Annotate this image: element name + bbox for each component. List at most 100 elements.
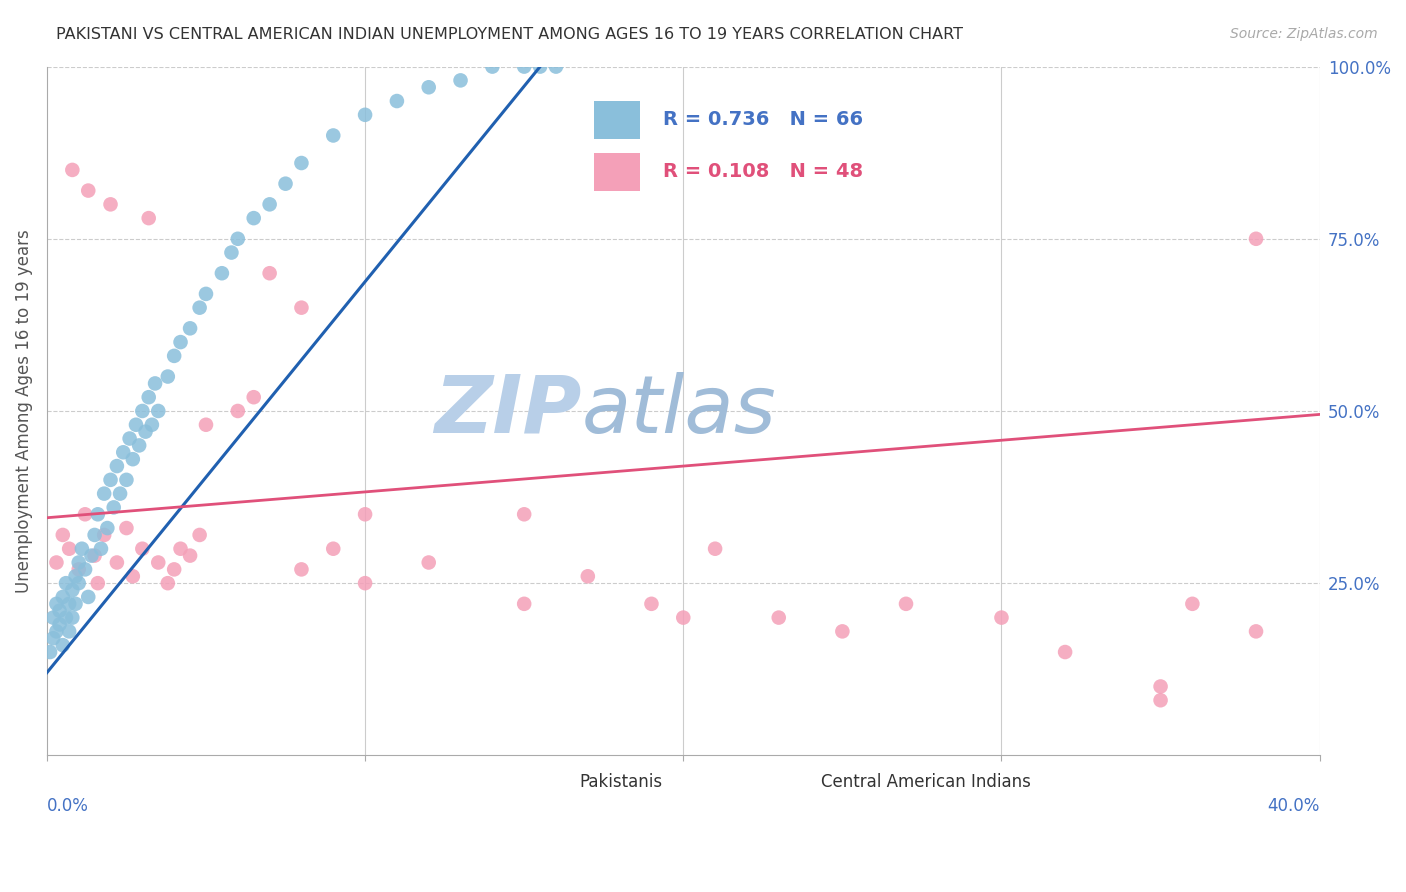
Point [96, 521, 118, 535]
Text: Source: ZipAtlas.com: Source: ZipAtlas.com [1230, 27, 1378, 41]
Point [138, 390, 160, 404]
Text: Central American Indians: Central American Indians [821, 773, 1031, 791]
Point [354, 508, 377, 522]
Point [115, 473, 138, 487]
Point [55, 576, 77, 591]
Point [108, 486, 131, 500]
Point [52, 528, 75, 542]
Point [990, 610, 1012, 624]
Point [226, 232, 249, 246]
Point [385, 94, 408, 108]
Point [1244, 232, 1267, 246]
Point [65, 597, 87, 611]
Point [45, 597, 67, 611]
Bar [595, 153, 640, 191]
Point [141, 417, 163, 432]
Point [131, 404, 153, 418]
Point [179, 321, 201, 335]
Point [90, 541, 112, 556]
Point [169, 335, 191, 350]
Point [118, 432, 141, 446]
Text: ZIP: ZIP [434, 372, 582, 450]
Point [58, 597, 80, 611]
Point [52, 638, 75, 652]
Point [45, 556, 67, 570]
Point [195, 417, 218, 432]
Point [513, 597, 536, 611]
Point [354, 108, 377, 122]
Point [188, 528, 211, 542]
Point [576, 569, 599, 583]
Point [105, 459, 128, 474]
Point [322, 128, 344, 143]
Point [1054, 645, 1077, 659]
Point [188, 301, 211, 315]
Point [195, 286, 218, 301]
Point [322, 541, 344, 556]
Point [70, 541, 93, 556]
Point [103, 500, 125, 515]
Point [672, 610, 695, 624]
Text: Pakistanis: Pakistanis [579, 773, 662, 791]
Point [169, 541, 191, 556]
Point [75, 508, 97, 522]
Point [481, 60, 503, 74]
Point [179, 549, 201, 563]
Point [45, 624, 67, 639]
Point [93, 528, 115, 542]
Text: 0.0%: 0.0% [46, 797, 89, 814]
Point [83, 549, 105, 563]
Bar [530, 768, 567, 797]
Point [1149, 693, 1171, 707]
Point [290, 301, 312, 315]
Point [58, 624, 80, 639]
Point [65, 569, 87, 583]
Text: 40.0%: 40.0% [1267, 797, 1320, 814]
Text: atlas: atlas [582, 372, 776, 450]
Point [42, 632, 65, 646]
Point [67, 562, 90, 576]
Point [242, 390, 264, 404]
Point [831, 624, 853, 639]
Point [148, 556, 170, 570]
Point [156, 576, 179, 591]
Point [131, 541, 153, 556]
Point [77, 184, 100, 198]
Point [135, 425, 157, 439]
Point [77, 590, 100, 604]
Point [100, 473, 122, 487]
Point [48, 604, 70, 618]
Point [221, 245, 243, 260]
Point [259, 266, 281, 280]
Point [156, 369, 179, 384]
Point [1244, 624, 1267, 639]
Point [163, 562, 186, 576]
Y-axis label: Unemployment Among Ages 16 to 19 years: Unemployment Among Ages 16 to 19 years [15, 229, 32, 593]
Point [529, 60, 551, 74]
Point [138, 211, 160, 226]
Point [80, 549, 103, 563]
Point [105, 556, 128, 570]
Point [211, 266, 233, 280]
Point [274, 177, 297, 191]
Point [704, 541, 727, 556]
Point [60, 610, 83, 624]
Point [450, 73, 472, 87]
Point [544, 60, 567, 74]
Text: R = 0.108   N = 48: R = 0.108 N = 48 [662, 162, 863, 181]
Point [67, 576, 90, 591]
Point [112, 445, 135, 459]
Text: R = 0.736   N = 66: R = 0.736 N = 66 [662, 111, 863, 129]
Point [42, 610, 65, 624]
Point [55, 610, 77, 624]
Point [143, 376, 166, 391]
Point [125, 417, 148, 432]
Point [242, 211, 264, 226]
Text: PAKISTANI VS CENTRAL AMERICAN INDIAN UNEMPLOYMENT AMONG AGES 16 TO 19 YEARS CORR: PAKISTANI VS CENTRAL AMERICAN INDIAN UNE… [56, 27, 963, 42]
Point [39, 645, 62, 659]
Point [768, 610, 790, 624]
Point [163, 349, 186, 363]
Point [128, 438, 150, 452]
Point [894, 597, 917, 611]
Point [354, 576, 377, 591]
